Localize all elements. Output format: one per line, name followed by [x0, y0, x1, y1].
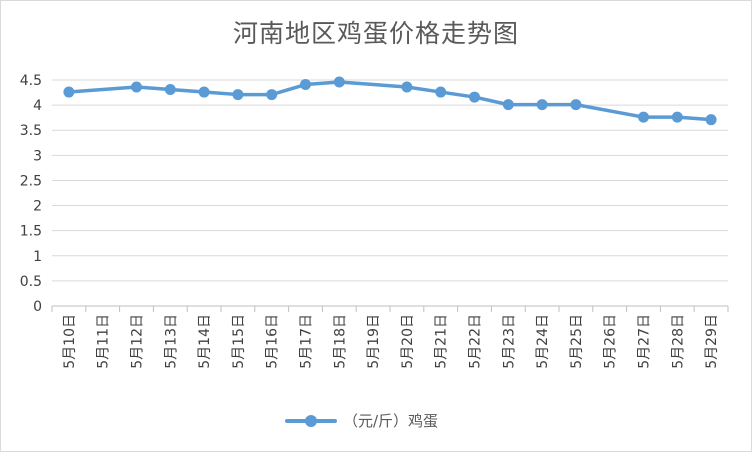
chart-title: 河南地区鸡蛋价格走势图 — [232, 19, 519, 48]
x-tick-label: 5月25日 — [569, 314, 585, 369]
x-tick-label: 5月16日 — [265, 314, 281, 369]
x-tick-label: 5月19日 — [366, 314, 382, 369]
data-point — [198, 86, 210, 98]
x-tick-label: 5月21日 — [434, 314, 450, 369]
y-tick-label: 2.5 — [20, 173, 42, 189]
x-tick-label: 5月18日 — [332, 314, 348, 369]
y-tick-label: 2 — [33, 199, 42, 215]
x-tick-label: 5月20日 — [400, 314, 416, 369]
data-point — [638, 111, 649, 123]
data-point — [502, 99, 514, 111]
legend: （元/斤）鸡蛋 — [285, 412, 438, 430]
x-tick-label: 5月15日 — [231, 314, 247, 369]
x-tick-label: 5月13日 — [163, 314, 179, 369]
y-tick-label: 1.5 — [20, 224, 42, 240]
data-point — [63, 86, 75, 98]
x-tick-label: 5月11日 — [96, 314, 112, 369]
y-tick-label: 3.5 — [20, 123, 42, 139]
x-tick-label: 5月12日 — [130, 314, 146, 369]
data-point — [164, 84, 176, 96]
x-tick-label: 5月24日 — [535, 314, 551, 369]
y-tick-label: 4 — [33, 98, 42, 114]
y-axis-ticks: 0 0.5 1 1.5 2 2.5 3 3.5 4 4.5 — [20, 73, 42, 315]
y-tick-label: 0.5 — [20, 274, 42, 290]
data-point — [266, 89, 278, 101]
x-tick-label: 5月14日 — [197, 314, 213, 369]
data-point — [536, 99, 548, 111]
data-point — [333, 76, 345, 88]
x-tick-label: 5月17日 — [299, 314, 315, 369]
x-axis: 5月10日 5月11日 5月12日 5月13日 5月14日 5月15日 5月16日 5月17日… — [51, 306, 729, 369]
data-point — [570, 99, 582, 111]
data-point — [671, 111, 683, 123]
y-tick-label: 4.5 — [20, 73, 42, 89]
gridlines — [52, 79, 728, 307]
data-point — [435, 86, 447, 98]
data-point — [401, 81, 413, 93]
y-tick-label: 3 — [33, 148, 42, 164]
data-point — [131, 81, 142, 93]
x-tick-label: 5月23日 — [501, 314, 517, 369]
y-tick-label: 0 — [33, 299, 42, 315]
data-point — [300, 79, 311, 91]
x-tick-label: 5月29日 — [704, 314, 720, 369]
y-tick-label: 1 — [33, 249, 42, 265]
x-tick-label: 5月26日 — [603, 314, 619, 369]
x-tick-label: 5月27日 — [637, 314, 653, 369]
series-layer — [63, 76, 717, 126]
data-point — [705, 114, 717, 126]
legend-point-marker — [305, 415, 317, 427]
data-point — [469, 91, 480, 103]
x-tick-label: 5月10日 — [62, 314, 78, 369]
legend-label: （元/斤）鸡蛋 — [343, 412, 438, 430]
x-tick-label: 5月22日 — [468, 314, 484, 369]
x-tick-label: 5月28日 — [670, 314, 686, 369]
data-point — [232, 89, 244, 101]
